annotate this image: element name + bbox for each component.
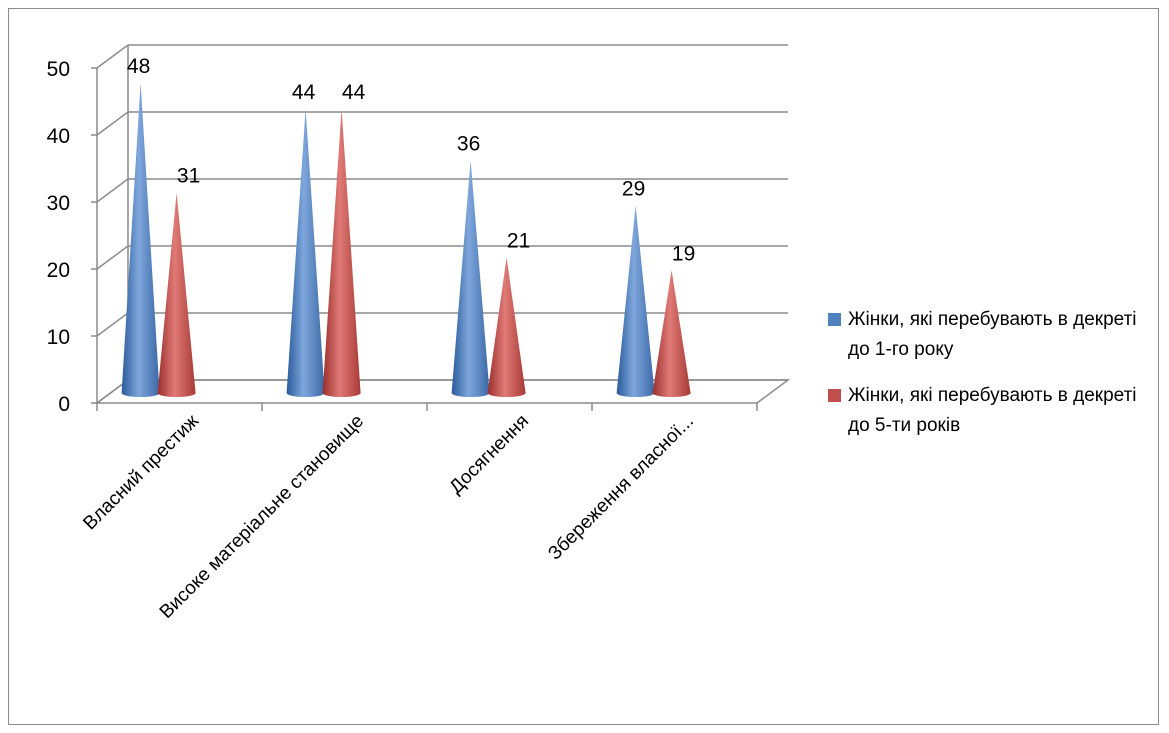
data-label: 31	[177, 165, 200, 188]
data-label: 48	[127, 55, 150, 78]
y-tick-label: 10	[47, 326, 70, 349]
x-tick-label: Власний престиж	[79, 410, 203, 534]
y-tick-labels: 0 10 20 30 40 50	[47, 58, 70, 416]
data-label: 44	[342, 81, 366, 104]
y-tick-label: 50	[47, 58, 70, 81]
x-tick-label: Збереження власної...	[544, 411, 698, 565]
gridlines	[96, 44, 788, 404]
legend-item-series-2: Жінки, які перебувають в декреті до 5-ти…	[828, 381, 1158, 441]
chart-frame	[8, 8, 1159, 725]
cone-series-2-4	[652, 270, 691, 397]
cone-series-1-3	[451, 160, 490, 397]
data-label: 19	[672, 242, 695, 265]
gridline-side	[96, 312, 129, 337]
axes	[91, 67, 758, 411]
gridline-side	[96, 245, 129, 270]
legend-swatch-blue	[828, 313, 841, 326]
cone-series-2-3	[487, 257, 526, 397]
data-label: 21	[507, 229, 530, 252]
y-tick-label: 40	[47, 125, 70, 148]
cone-series-1-1	[121, 82, 160, 398]
x-tick-label: Досягнення	[446, 411, 533, 498]
data-labels: 48 31 44 44 36 21 29 19	[127, 55, 695, 265]
gridline-side	[96, 111, 129, 136]
cone-series-2-1	[157, 192, 196, 397]
legend-item-series-1: Жінки, які перебувають в декреті до 1-го…	[828, 305, 1158, 365]
x-tick-label: Високе матеріальне становище	[156, 411, 368, 623]
legend-label-series-1: Жінки, які перебувають в декреті до 1-го…	[848, 309, 1137, 360]
legend: Жінки, які перебувають в декреті до 1-го…	[828, 305, 1158, 457]
cone-series-2-2	[322, 108, 361, 397]
data-label: 29	[622, 178, 645, 201]
gridline-side	[96, 178, 129, 203]
y-tick-label: 20	[47, 259, 70, 282]
cone-series-1-4	[616, 205, 655, 397]
legend-swatch-red	[828, 389, 841, 402]
gridline-side	[96, 44, 129, 69]
cones	[121, 82, 691, 398]
y-tick-label: 0	[58, 393, 70, 416]
y-tick-label: 30	[47, 192, 70, 215]
chart-walls	[94, 45, 791, 404]
cone-series-1-2	[286, 108, 325, 397]
legend-label-series-2: Жінки, які перебувають в декреті до 5-ти…	[848, 385, 1137, 436]
data-label: 44	[292, 81, 316, 104]
data-label: 36	[457, 132, 480, 155]
